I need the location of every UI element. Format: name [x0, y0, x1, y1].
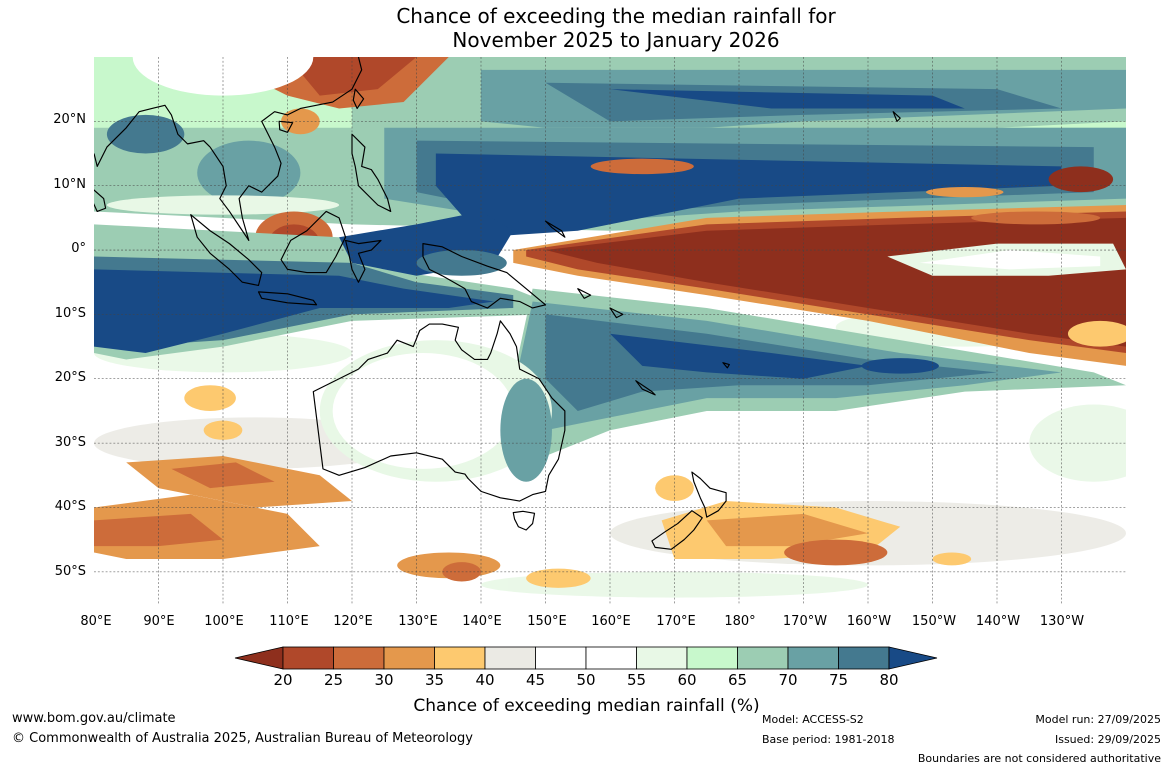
tasmania-coast [512, 510, 536, 531]
map-canvas [94, 57, 1126, 604]
lon-tick-110e: 110°E [269, 614, 309, 629]
lon-tick-170w: 170°W [782, 614, 828, 629]
colorbar-title: Chance of exceeding median rainfall (%) [413, 696, 760, 716]
southern-dry-patches [94, 385, 972, 588]
lon-tick-150w: 150°W [911, 614, 957, 629]
model-name: Model: ACCESS-S2 [762, 713, 864, 726]
lon-tick-170e: 170°E [656, 614, 696, 629]
colorbar-label: 30 [374, 671, 394, 689]
sri-lanka-coast [94, 189, 107, 213]
lon-tick-140w: 140°W [975, 614, 1021, 629]
colorbar-segment [585, 646, 637, 670]
new-zealand-south [651, 510, 703, 550]
lon-tick-160e: 160°E [591, 614, 631, 629]
title-line-2: November 2025 to January 2026 [452, 28, 780, 52]
lon-tick-140e: 140°E [462, 614, 502, 629]
hainan-coast [278, 120, 294, 133]
lat-tick-40s: 40°S [54, 499, 86, 514]
hawaii [892, 111, 901, 122]
colorbar-segment [838, 646, 890, 670]
copyright-text: © Commonwealth of Australia 2025, Austra… [12, 731, 473, 746]
lon-tick-120e: 120°E [333, 614, 373, 629]
colorbar-segment [282, 646, 334, 670]
colorbar-segment [484, 646, 536, 670]
new-caledonia [635, 380, 656, 396]
colorbar-segment [636, 646, 688, 670]
map-gridlines [94, 57, 1126, 604]
lon-tick-160w: 160°W [846, 614, 892, 629]
colorbar [234, 646, 938, 670]
issued-date: Issued: 29/09/2025 [1054, 733, 1161, 746]
lat-tick-50s: 50°S [54, 564, 86, 579]
sulawesi-coast [344, 239, 382, 283]
colorbar-label: 50 [576, 671, 596, 689]
base-period: Base period: 1981-2018 [762, 733, 895, 746]
colorbar-label: 65 [727, 671, 748, 689]
lon-tick-100e: 100°E [204, 614, 244, 629]
colorbar-label: 80 [879, 671, 899, 689]
colorbar-segment [686, 646, 738, 670]
map-title: Chance of exceeding the median rainfall … [0, 4, 1173, 52]
colorbar-label: 70 [778, 671, 798, 689]
colorbar-label: 40 [475, 671, 495, 689]
new-guinea-coast [422, 243, 547, 309]
taiwan-coast [352, 88, 365, 110]
colorbar-segment [737, 646, 789, 670]
lon-tick-130w: 130°W [1039, 614, 1085, 629]
png-islands [544, 220, 624, 319]
colorbar-label: 20 [273, 671, 293, 689]
colorbar-label: 60 [677, 671, 697, 689]
lon-tick-80e: 80°E [80, 614, 112, 629]
colorbar-arrow-low [234, 646, 284, 670]
java-coast [257, 291, 318, 306]
lat-tick-10s: 10°S [54, 306, 86, 321]
borneo-coast [280, 210, 347, 274]
colorbar-segment [535, 646, 587, 670]
boundary-disclaimer: Boundaries are not considered authoritat… [917, 752, 1161, 765]
lat-tick-10n: 10°N [53, 177, 86, 192]
lon-tick-180: 180° [724, 614, 756, 629]
india-coast [94, 104, 211, 167]
model-run-date: Model run: 27/09/2025 [1035, 713, 1161, 726]
colorbar-segment [383, 646, 435, 670]
colorbar-label: 25 [323, 671, 344, 689]
lat-tick-0: 0° [71, 241, 86, 256]
colorbar-segment [787, 646, 839, 670]
colorbar-arrow-high [888, 646, 938, 670]
fiji [722, 362, 730, 369]
lat-tick-20n: 20°N [53, 112, 86, 127]
colorbar-segment [333, 646, 385, 670]
colorbar-label: 55 [626, 671, 647, 689]
colorbar-label: 45 [525, 671, 546, 689]
lat-tick-30s: 30°S [54, 435, 86, 450]
australia-coast [312, 320, 566, 502]
australia-shading [319, 340, 552, 482]
colorbar-label: 75 [828, 671, 849, 689]
lon-tick-90e: 90°E [143, 614, 175, 629]
colorbar-label: 35 [424, 671, 445, 689]
sumatra-coast [190, 214, 263, 287]
coastlines [94, 57, 901, 550]
indochina-coast [209, 57, 363, 241]
philippines-coast [351, 133, 392, 213]
lon-tick-130e: 130°E [398, 614, 438, 629]
colorbar-segment [434, 646, 486, 670]
new-zealand-north [691, 471, 727, 518]
title-line-1: Chance of exceeding the median rainfall … [396, 4, 836, 28]
rainfall-map [94, 57, 1126, 604]
lon-tick-150e: 150°E [527, 614, 567, 629]
lat-tick-20s: 20°S [54, 370, 86, 385]
website-link[interactable]: www.bom.gov.au/climate [12, 711, 176, 726]
